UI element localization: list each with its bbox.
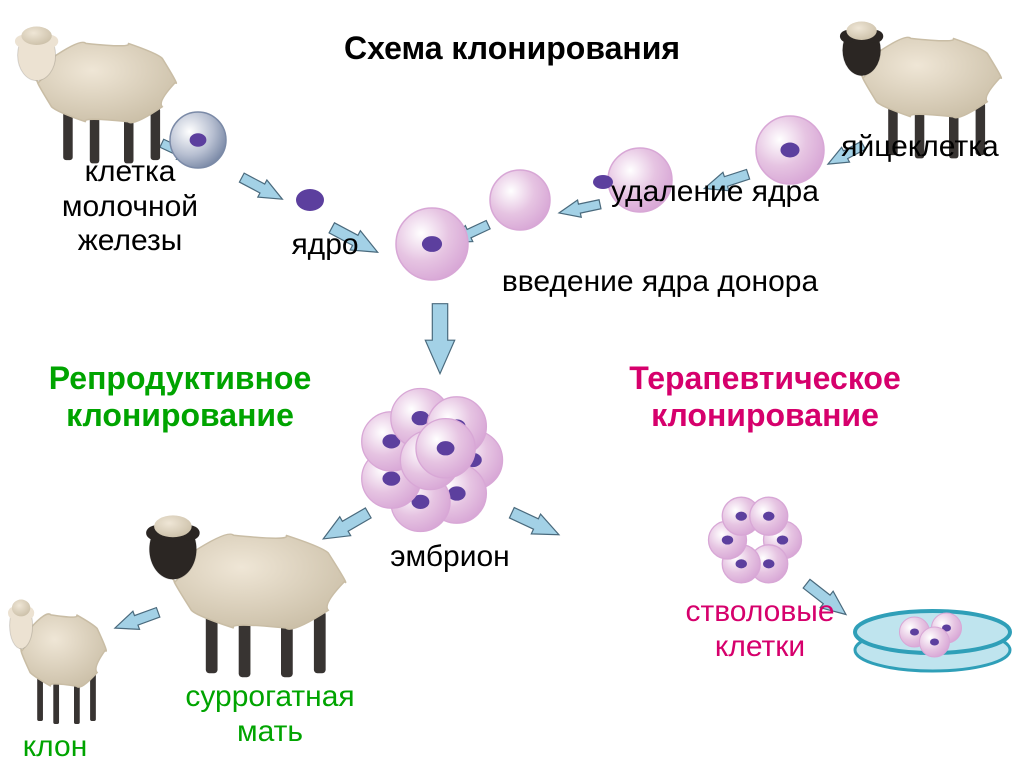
arrow-somatic-to-nucleus: [235, 167, 290, 211]
sheep-donor: [10, 5, 200, 170]
label-surrogate: суррогатнаямать: [150, 680, 390, 749]
stem-cell-cluster: [700, 485, 810, 595]
free-nucleus: [293, 186, 327, 214]
label-reproductive-cloning: Репродуктивноеклонирование: [10, 360, 350, 434]
sheep-surrogate: [140, 490, 375, 685]
label-nucleus: ядро: [265, 228, 385, 263]
label-donor-nucleus: введение ядра донора: [450, 265, 870, 300]
arrow-merged-to-embryo: [423, 302, 456, 376]
label-enucleation: удаление ядра: [575, 175, 855, 210]
lamb-clone: [5, 580, 120, 730]
label-stem-cells: стволовыеклетки: [650, 595, 870, 664]
egg-cell-empty: [486, 166, 554, 234]
label-somatic-cell: клеткамолочнойжелезы: [30, 155, 230, 259]
label-embryo: эмбрион: [360, 540, 540, 575]
label-egg: яйцеклетка: [820, 130, 1020, 165]
label-clone: клон: [0, 730, 110, 765]
label-therapeutic-cloning: Терапевтическоеклонирование: [555, 360, 975, 434]
petri-dish: [850, 595, 1015, 685]
diagram-title: Схема клонирования: [262, 30, 762, 67]
